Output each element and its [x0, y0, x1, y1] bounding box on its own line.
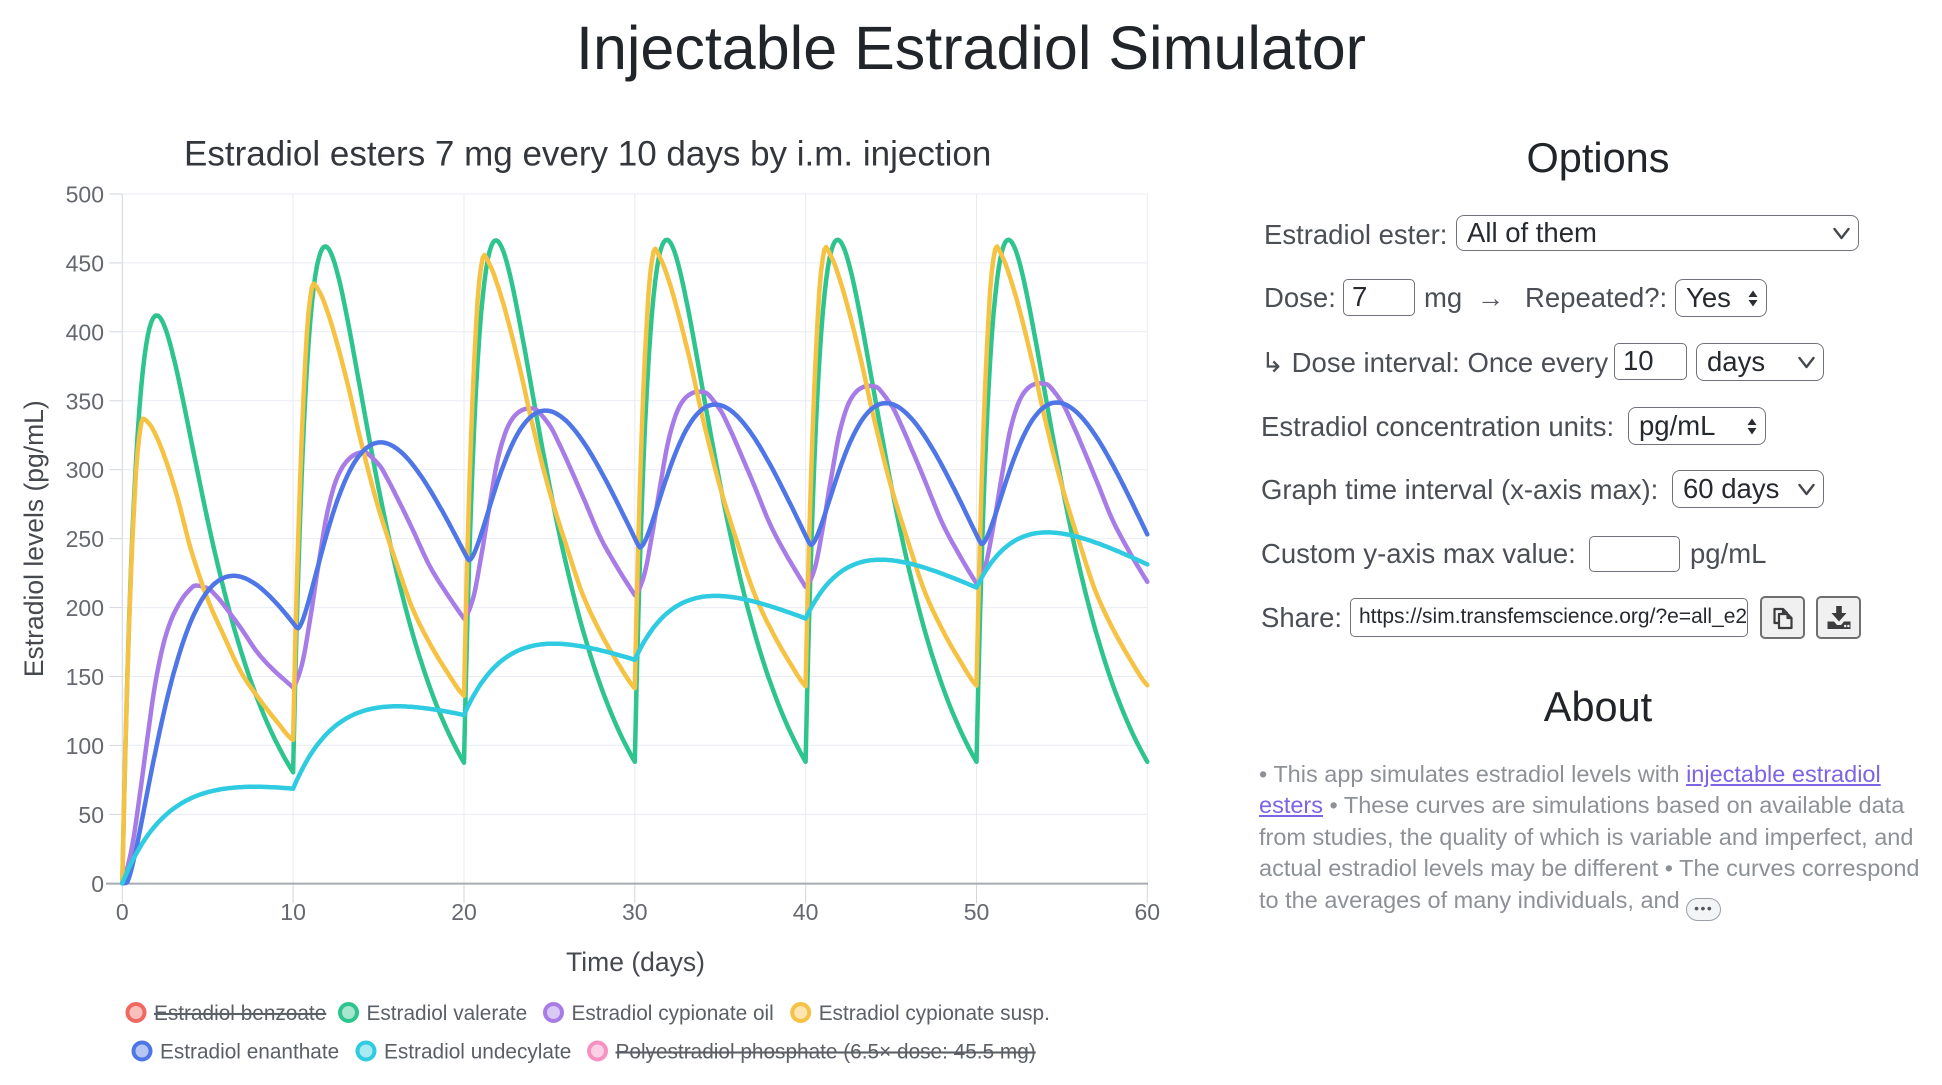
svg-text:Polyestradiol phosphate (6.5×: Polyestradiol phosphate (6.5× dose: 45.5… [616, 1041, 1036, 1064]
svg-text:Estradiol levels (pg/mL): Estradiol levels (pg/mL) [19, 400, 49, 677]
svg-text:400: 400 [66, 319, 104, 345]
svg-text:100: 100 [66, 733, 104, 759]
svg-text:Estradiol valerate: Estradiol valerate [367, 1002, 528, 1025]
svg-text:Estradiol enanthate: Estradiol enanthate [160, 1041, 339, 1064]
svg-text:Estradiol cypionate susp.: Estradiol cypionate susp. [819, 1002, 1050, 1025]
svg-text:250: 250 [66, 526, 104, 552]
svg-text:150: 150 [66, 664, 104, 690]
svg-text:350: 350 [66, 388, 104, 414]
svg-text:Estradiol benzoate: Estradiol benzoate [154, 1002, 326, 1025]
svg-text:50: 50 [78, 802, 104, 828]
svg-text:500: 500 [66, 182, 104, 208]
svg-text:Estradiol undecylate: Estradiol undecylate [384, 1041, 571, 1064]
svg-text:0: 0 [116, 899, 129, 925]
svg-text:50: 50 [964, 899, 990, 925]
svg-text:40: 40 [793, 899, 819, 925]
svg-text:20: 20 [451, 899, 477, 925]
svg-text:200: 200 [66, 595, 104, 621]
svg-text:10: 10 [280, 899, 306, 925]
svg-text:Time (days): Time (days) [566, 947, 705, 977]
svg-text:Estradiol esters 7 mg every 10: Estradiol esters 7 mg every 10 days by i… [184, 135, 991, 174]
svg-text:Estradiol cypionate oil: Estradiol cypionate oil [572, 1002, 774, 1025]
svg-text:0: 0 [91, 871, 104, 897]
svg-text:30: 30 [622, 899, 648, 925]
svg-text:450: 450 [66, 250, 104, 276]
svg-text:300: 300 [66, 457, 104, 483]
svg-text:60: 60 [1135, 899, 1161, 925]
